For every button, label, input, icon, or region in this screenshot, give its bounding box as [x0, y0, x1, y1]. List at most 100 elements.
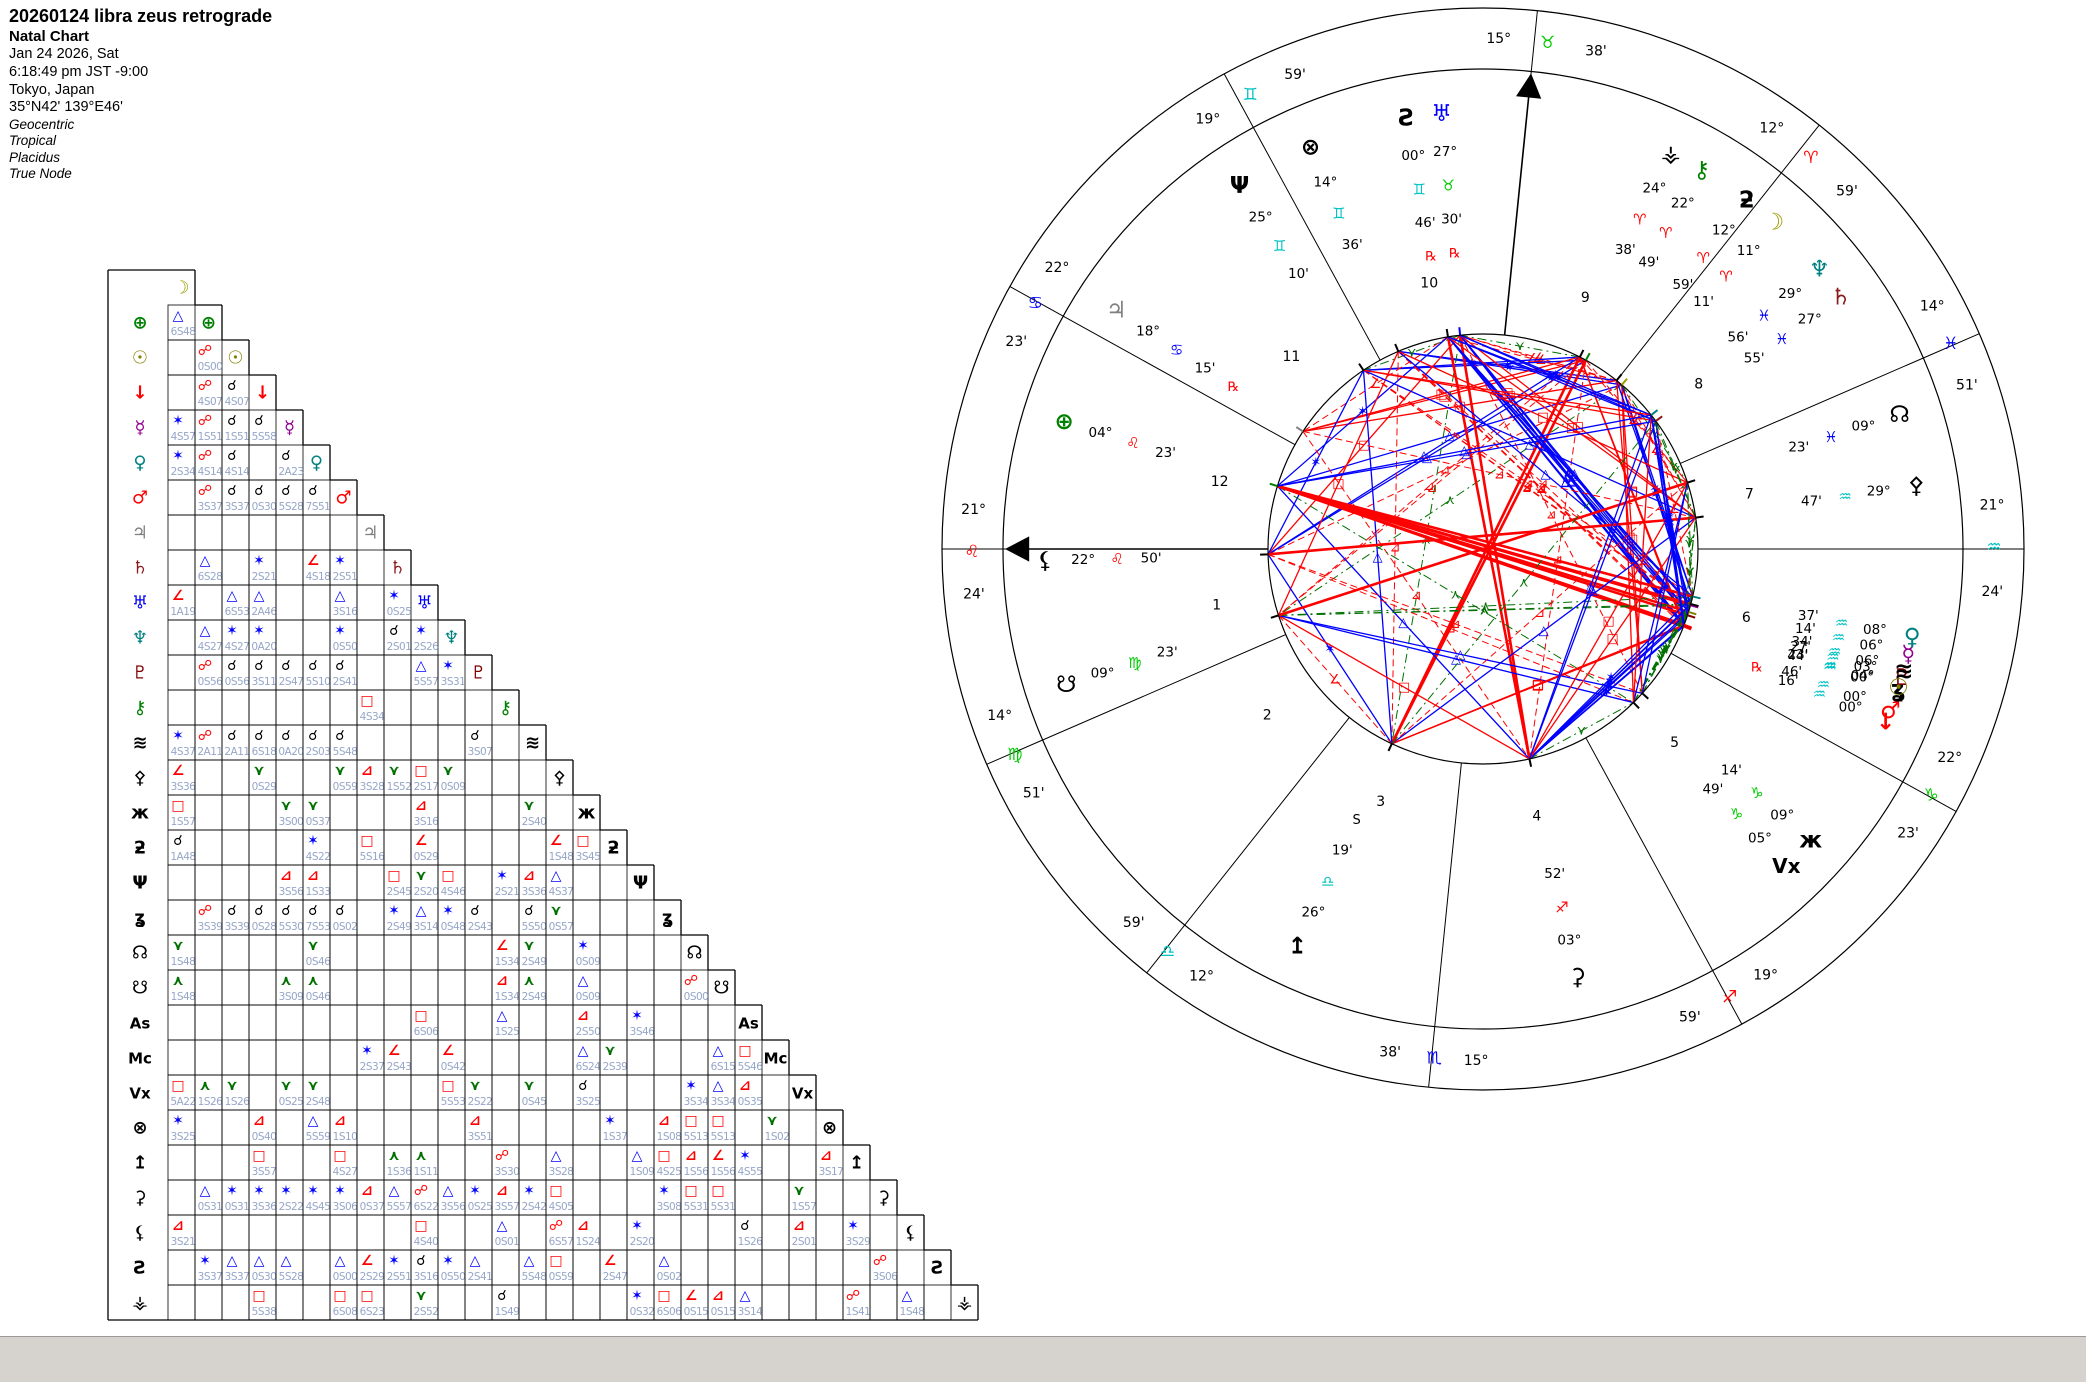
grid-cell: [167, 479, 196, 516]
planet-degree-chiron: 22°: [1671, 196, 1695, 212]
grid-orb-text: 5S28: [279, 501, 304, 513]
aspect-line-sextile: [1650, 414, 1690, 613]
grid-diagonal-nnode: ☊: [687, 943, 703, 964]
cusp-sign-3: ♎: [1160, 942, 1175, 962]
grid-cell: [194, 1214, 223, 1251]
planet-minute-pluto: 27': [1790, 639, 1811, 655]
aspect-mark-trine: △: [1563, 467, 1573, 482]
planet-sign-pallas: ♒: [1838, 488, 1851, 506]
grid-orb-text: 3S25: [576, 1096, 601, 1108]
grid-orb-text: 0S09: [576, 991, 601, 1003]
grid-orb-text: 0S48: [441, 921, 466, 933]
grid-cell: [437, 1144, 466, 1181]
grid-aspect-sesquiquadrate: ⊿: [361, 763, 373, 779]
cusp-minute-4: 38': [1379, 1044, 1401, 1060]
grid-aspect-opposition: ☍: [873, 1253, 887, 1269]
grid-orb-text: 6S53: [225, 606, 250, 618]
grid-orb-text: 5S31: [711, 1201, 736, 1213]
grid-orb-text: 3S14: [414, 921, 440, 933]
grid-aspect-semisquare: ∠: [361, 1253, 374, 1269]
grid-cell: [518, 1284, 547, 1321]
grid-cell: [518, 759, 547, 796]
planet-tick-hades: [1358, 363, 1365, 371]
aspect-line-trine: [1528, 420, 1657, 760]
grid-cell: [545, 794, 574, 831]
grid-cell: [599, 1144, 628, 1181]
grid-cell: [518, 1039, 547, 1076]
grid-aspect-sesquiquadrate: ⊿: [307, 868, 319, 884]
planet-minute-vertex: 49': [1702, 782, 1723, 798]
aspect-line-sextile: [1528, 624, 1685, 760]
grid-cell: [383, 654, 412, 691]
grid-aspect-semisextile: ⋎: [307, 1078, 318, 1094]
aspect-mark-sextile: ✶: [1605, 675, 1616, 690]
grid-aspect-square: □: [738, 1043, 751, 1059]
aspect-mark-semisextile: ⋎: [1685, 533, 1695, 548]
grid-cell: [491, 1039, 520, 1076]
grid-orb-text: 5S16: [360, 851, 386, 863]
grid-orb-text: 3S11: [252, 676, 277, 688]
grid-cell: [329, 1074, 358, 1111]
grid-orb-text: 5S13: [711, 1131, 736, 1143]
grid-cell: [491, 759, 520, 796]
cusp-degree-4: 15°: [1464, 1053, 1489, 1069]
grid-orb-text: 2S45: [387, 886, 412, 898]
grid-cell: [383, 724, 412, 761]
grid-aspect-semisextile: ⋎: [415, 1288, 426, 1304]
aspect-mark-trine: △: [1540, 467, 1550, 482]
aspect-mark-trine: △: [1451, 652, 1461, 667]
aspect-line-quincunx: [1391, 335, 1461, 744]
chart-title: 20260124 libra zeus retrograde: [9, 6, 273, 26]
aspect-mark-sesquiquadrate: ⊿: [1523, 476, 1534, 491]
aspect-mark-sextile: ✶: [1550, 368, 1561, 383]
grid-aspect-conjunction: ☌: [308, 728, 317, 744]
planet-minute-hades: 10': [1288, 266, 1309, 282]
grid-orb-text: 5S38: [252, 1306, 277, 1318]
grid-cell: [302, 1144, 331, 1181]
grid-cell: [275, 549, 304, 586]
grid-orb-text: 2S37: [360, 1061, 385, 1073]
grid-cell: [599, 934, 628, 971]
grid-diagonal-vulcan: ↓: [255, 383, 270, 404]
grid-aspect-semisquare: ∠: [712, 1148, 725, 1164]
planet-glyph-uranus: ♅: [1431, 101, 1452, 127]
aspect-mark-sextile: ✶: [1310, 455, 1321, 470]
grid-aspect-conjunction: ☌: [227, 903, 236, 919]
grid-aspect-conjunction: ☌: [416, 1253, 425, 1269]
planet-sign-fortune: ♊: [1332, 205, 1345, 223]
grid-aspect-conjunction: ☌: [254, 483, 263, 499]
grid-aspect-square: □: [684, 1113, 697, 1129]
planet-degree-sun: 04°: [1851, 668, 1875, 684]
grid-cell: [302, 1284, 331, 1321]
grid-diagonal-earth: ⊕: [201, 313, 216, 334]
grid-aspect-sextile: ✶: [739, 1148, 751, 1164]
planet-degree-ceres: 03°: [1557, 933, 1581, 949]
grid-row-object-fortune: ⊗: [132, 1118, 147, 1139]
grid-orb-text: 0S50: [333, 641, 358, 653]
grid-orb-text: 3S46: [630, 1026, 656, 1038]
grid-aspect-square: □: [333, 1288, 346, 1304]
aspect-mark-sextile: ✶: [1662, 513, 1673, 528]
grid-aspect-trine: △: [659, 1253, 670, 1269]
cusp-minute-1: 24': [963, 587, 985, 603]
grid-cell: [518, 1004, 547, 1041]
grid-aspect-sextile: ✶: [469, 1183, 481, 1199]
grid-orb-text: 1S51: [225, 431, 250, 443]
planet-sign-mercury: ♒: [1832, 628, 1845, 646]
grid-cell: [248, 444, 277, 481]
grid-aspect-semisextile: ⋎: [442, 763, 453, 779]
grid-row-object-pluto: ♇: [132, 663, 148, 684]
grid-orb-text: 5S59: [306, 1131, 331, 1143]
grid-orb-text: 2S17: [414, 781, 439, 793]
ascendant-arrow-head: [1005, 536, 1030, 562]
grid-orb-text: 6S28: [198, 571, 223, 583]
grid-orb-text: 0S46: [306, 991, 332, 1003]
grid-diagonal-mercury: ☿: [284, 418, 295, 439]
aspect-mark-quincunx: ⋏: [1451, 587, 1461, 602]
chart-time: 6:18:49 pm JST -9:00: [9, 63, 149, 80]
grid-cell: [167, 1004, 196, 1041]
planet-tick-vesta: [1578, 349, 1585, 358]
planet-tick-vulcan: [1683, 625, 1692, 631]
planet-tick-chiron: [1584, 352, 1591, 361]
grid-row-object-uranus: ♅: [132, 593, 148, 614]
